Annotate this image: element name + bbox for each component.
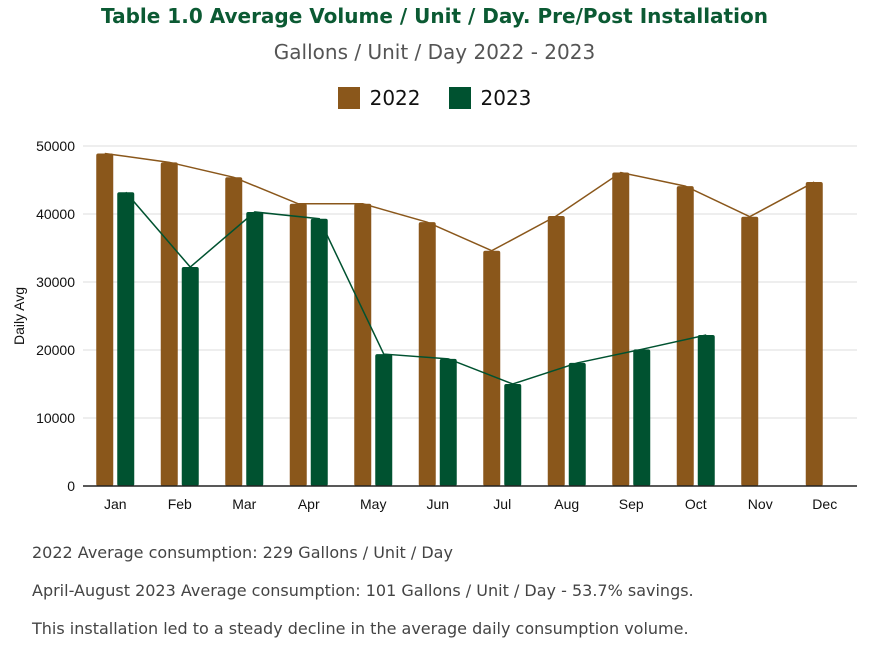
- legend-swatch-2023: [448, 87, 471, 109]
- legend-swatch-2022: [337, 87, 360, 109]
- x-tick-label: Feb: [168, 496, 192, 512]
- legend-label-2022: 2022: [369, 86, 421, 110]
- bar-2022-May: [354, 203, 372, 487]
- legend-item-2023: 2023: [448, 86, 532, 110]
- bar-2022-Oct: [676, 186, 694, 486]
- y-tick-label: 50000: [36, 138, 75, 154]
- bar-2022-Jan: [96, 153, 114, 487]
- y-tick-label: 0: [67, 478, 75, 494]
- legend: 2022 2023: [0, 86, 869, 110]
- legend-label-2023: 2023: [480, 86, 532, 110]
- note-conclusion: This installation led to a steady declin…: [32, 619, 689, 638]
- x-tick-label: Oct: [685, 496, 707, 512]
- x-tick-label: Jul: [493, 496, 511, 512]
- bar-2023-Jun: [439, 358, 457, 486]
- bar-2022-Mar: [225, 177, 243, 486]
- x-tick-label: Jan: [104, 496, 127, 512]
- bar-2022-Sep: [612, 172, 630, 486]
- chart-title: Table 1.0 Average Volume / Unit / Day. P…: [101, 4, 768, 28]
- bar-2022-Feb: [160, 162, 178, 486]
- x-tick-label: Aug: [554, 496, 579, 512]
- x-tick-label: Sep: [619, 496, 644, 512]
- bar-2023-Jan: [117, 192, 135, 487]
- notes: 2022 Average consumption: 229 Gallons / …: [32, 540, 694, 654]
- bar-2023-Oct: [697, 335, 715, 486]
- bar-2023-Feb: [181, 267, 199, 486]
- bar-2022-Aug: [547, 216, 565, 487]
- bar-2023-Jul: [504, 384, 522, 486]
- bar-2023-May: [375, 354, 393, 486]
- x-tick-label: Mar: [232, 496, 256, 512]
- chart-subtitle: Gallons / Unit / Day 2022 - 2023: [273, 40, 596, 64]
- x-tick-label: Nov: [748, 496, 773, 512]
- x-tick-label: Dec: [812, 496, 837, 512]
- y-tick-label: 30000: [36, 274, 75, 290]
- legend-item-2022: 2022: [337, 86, 421, 110]
- trend-line-2022: [104, 152, 815, 252]
- bar-2022-Nov: [741, 216, 759, 486]
- bar-2023-Mar: [246, 211, 264, 486]
- note-2023-average: April-August 2023 Average consumption: 1…: [32, 581, 694, 600]
- note-2022-average: 2022 Average consumption: 229 Gallons / …: [32, 543, 453, 562]
- y-tick-label: 10000: [36, 410, 75, 426]
- bar-2022-Jul: [483, 250, 501, 486]
- x-tick-label: Apr: [298, 496, 320, 512]
- bar-2022-Jun: [418, 222, 436, 486]
- trend-line-2023: [125, 191, 707, 385]
- y-tick-label: 20000: [36, 342, 75, 358]
- chart-canvas: 0 10000 20000 30000 40000 50000 Daily Avg Jan Fe…: [11, 138, 857, 512]
- x-tick-label: Jun: [426, 496, 449, 512]
- bar-2022-Apr: [289, 203, 307, 487]
- bar-2023-Apr: [310, 218, 328, 486]
- x-tick-label: May: [360, 496, 386, 512]
- bar-2023-Sep: [633, 349, 651, 486]
- y-axis-label: Daily Avg: [11, 287, 27, 345]
- y-tick-label: 40000: [36, 206, 75, 222]
- bar-2022-Dec: [805, 182, 823, 487]
- bar-2023-Aug: [568, 362, 586, 486]
